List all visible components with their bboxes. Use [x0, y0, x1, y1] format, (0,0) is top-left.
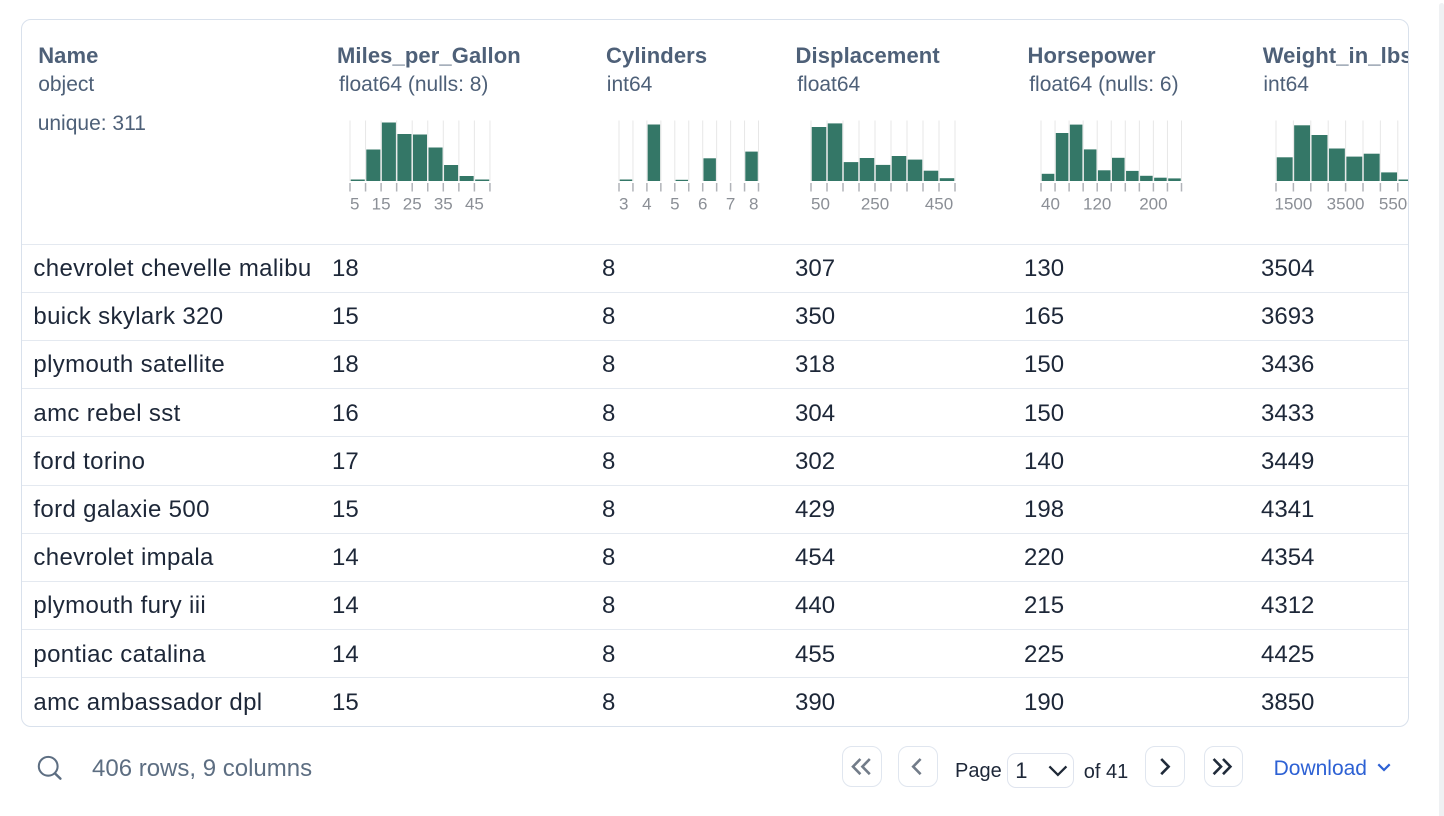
svg-text:4: 4 [642, 194, 651, 213]
svg-text:5: 5 [670, 194, 679, 213]
svg-text:120: 120 [1083, 194, 1111, 213]
svg-text:25: 25 [402, 194, 421, 213]
svg-text:6: 6 [698, 194, 707, 213]
svg-text:5500: 5500 [1379, 194, 1409, 213]
svg-text:250: 250 [861, 194, 889, 213]
svg-text:35: 35 [434, 194, 453, 213]
svg-text:1500: 1500 [1274, 194, 1312, 213]
svg-text:5: 5 [350, 194, 359, 213]
svg-text:40: 40 [1041, 194, 1060, 213]
svg-text:3: 3 [619, 194, 628, 213]
svg-text:200: 200 [1139, 194, 1167, 213]
svg-text:50: 50 [811, 194, 830, 213]
svg-text:45: 45 [465, 194, 484, 213]
svg-text:450: 450 [925, 194, 953, 213]
svg-text:8: 8 [749, 194, 758, 213]
svg-text:7: 7 [726, 194, 735, 213]
svg-text:15: 15 [371, 194, 390, 213]
svg-text:3500: 3500 [1327, 194, 1365, 213]
